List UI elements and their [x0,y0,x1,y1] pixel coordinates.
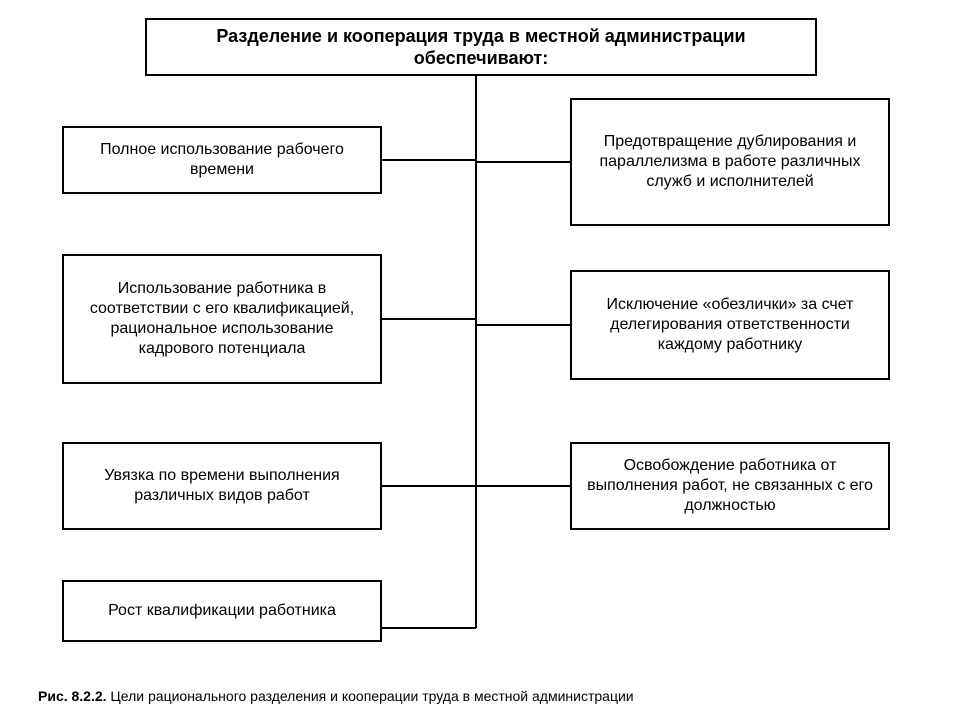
right-node-0: Предотвращение дублирования и параллелиз… [570,98,890,226]
figure-caption: Рис. 8.2.2. Цели рационального разделени… [38,688,634,704]
right-node-1-text: Исключение «обезлички» за счет делегиров… [582,295,878,355]
left-node-2: Увязка по времени выполнения различных в… [62,442,382,530]
left-node-0-text: Полное использование рабочего времени [74,140,370,180]
title-text: Разделение и кооперация труда в местной … [157,25,805,70]
right-node-0-text: Предотвращение дублирования и параллелиз… [582,132,878,192]
left-node-2-text: Увязка по времени выполнения различных в… [74,466,370,506]
left-node-3: Рост квалификации работника [62,580,382,642]
right-node-1: Исключение «обезлички» за счет делегиров… [570,270,890,380]
title-box: Разделение и кооперация труда в местной … [145,18,817,76]
caption-text: Цели рационального разделения и кооперац… [107,688,634,704]
left-node-1-text: Использование работника в соответствии с… [74,279,370,359]
right-node-2-text: Освобождение работника от выполнения раб… [582,456,878,516]
left-node-1: Использование работника в соответствии с… [62,254,382,384]
caption-prefix: Рис. 8.2.2. [38,688,107,704]
right-node-2: Освобождение работника от выполнения раб… [570,442,890,530]
left-node-0: Полное использование рабочего времени [62,126,382,194]
diagram-canvas: Разделение и кооперация труда в местной … [0,0,960,720]
left-node-3-text: Рост квалификации работника [108,601,336,621]
